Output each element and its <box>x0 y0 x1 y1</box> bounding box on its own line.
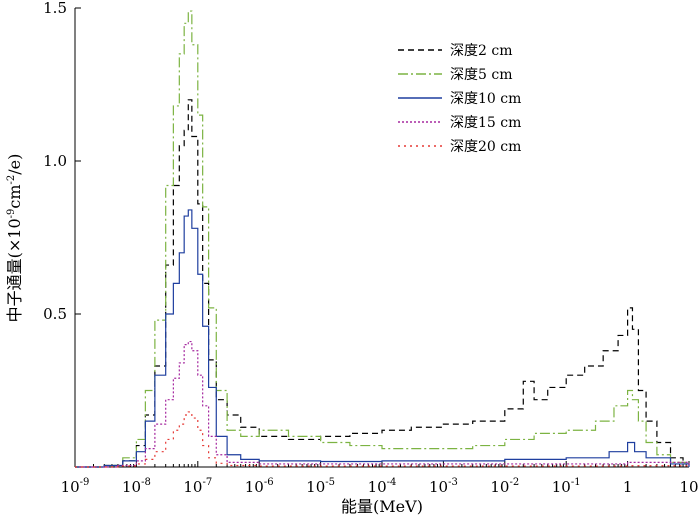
x-tick-label: 10-9 <box>61 477 90 496</box>
x-tick-exponent: -7 <box>202 477 212 488</box>
y-axis-label-part-b: -9 <box>6 209 17 219</box>
x-tick-base: 10 <box>552 478 571 496</box>
x-axis-label: 能量(MeV) <box>341 497 423 516</box>
series-line-1 <box>75 99 690 468</box>
x-tick-label: 10-5 <box>306 477 335 496</box>
x-tick-label: 10-1 <box>552 477 581 496</box>
x-ticks: 10-9 10-8 10-7 10-6 10-5 10-4 10-3 10-2 10-1 1 10 <box>61 461 699 496</box>
x-tick-label: 10-7 <box>183 477 212 496</box>
x-tick-exponent: -3 <box>448 477 458 488</box>
legend-label: 深度5 cm <box>450 67 512 83</box>
y-axis-label: 中子通量(×10-9cm-2/e) <box>5 154 24 323</box>
x-tick-exponent: -5 <box>325 477 335 488</box>
series-line-4 <box>75 340 690 468</box>
plot-area <box>74 8 689 468</box>
x-tick-exponent: -2 <box>509 477 519 488</box>
x-tick-base: 10 <box>122 478 141 496</box>
x-tick-base: 10 <box>61 478 80 496</box>
legend-label: 深度20 cm <box>450 139 521 155</box>
x-tick-label: 10-4 <box>368 477 397 496</box>
x-tick-label: 10-8 <box>122 477 151 496</box>
x-tick-base: 10 <box>368 478 387 496</box>
x-tick-exponent: -8 <box>141 477 151 488</box>
y-axis-label-part-a: 中子通量(×10 <box>5 218 24 322</box>
y-tick-label: 1.0 <box>43 152 67 170</box>
legend-label: 深度10 cm <box>450 91 521 107</box>
x-tick-exponent: -9 <box>80 477 90 488</box>
x-tick-exponent: -4 <box>387 477 397 488</box>
y-axis-label-part-d: -2 <box>6 175 17 185</box>
x-tick-label: 10-3 <box>429 477 458 496</box>
x-tick-base: 10 <box>306 478 325 496</box>
x-tick-base: 1 <box>623 478 633 496</box>
x-tick-label: 1 <box>623 478 633 496</box>
legend: 深度2 cm 深度5 cm 深度10 cm 深度15 cm 深度20 cm <box>398 43 521 155</box>
series-line-2 <box>75 10 690 468</box>
x-tick-base: 10 <box>245 478 264 496</box>
x-tick-base: 10 <box>183 478 202 496</box>
series-line-3 <box>75 209 690 468</box>
x-tick-base: 10 <box>679 478 698 496</box>
x-tick-exponent: -6 <box>264 477 274 488</box>
x-tick-label: 10-2 <box>490 477 519 496</box>
y-tick-label: 0.5 <box>43 305 67 323</box>
y-ticks: 0.5 1.0 1.5 <box>43 0 81 323</box>
legend-label: 深度15 cm <box>450 115 521 131</box>
x-tick-label: 10-6 <box>245 477 274 496</box>
series-layer <box>75 10 690 468</box>
legend-label: 深度2 cm <box>450 43 512 59</box>
y-tick-label: 1.5 <box>43 0 67 17</box>
x-tick-base: 10 <box>429 478 448 496</box>
y-axis-label-part-c: cm <box>5 184 24 208</box>
x-tick-label: 10 <box>679 478 698 496</box>
series-line-5 <box>75 411 690 468</box>
x-tick-base: 10 <box>490 478 509 496</box>
y-axis-label-part-e: /e) <box>5 154 24 175</box>
x-tick-exponent: -1 <box>571 477 581 488</box>
